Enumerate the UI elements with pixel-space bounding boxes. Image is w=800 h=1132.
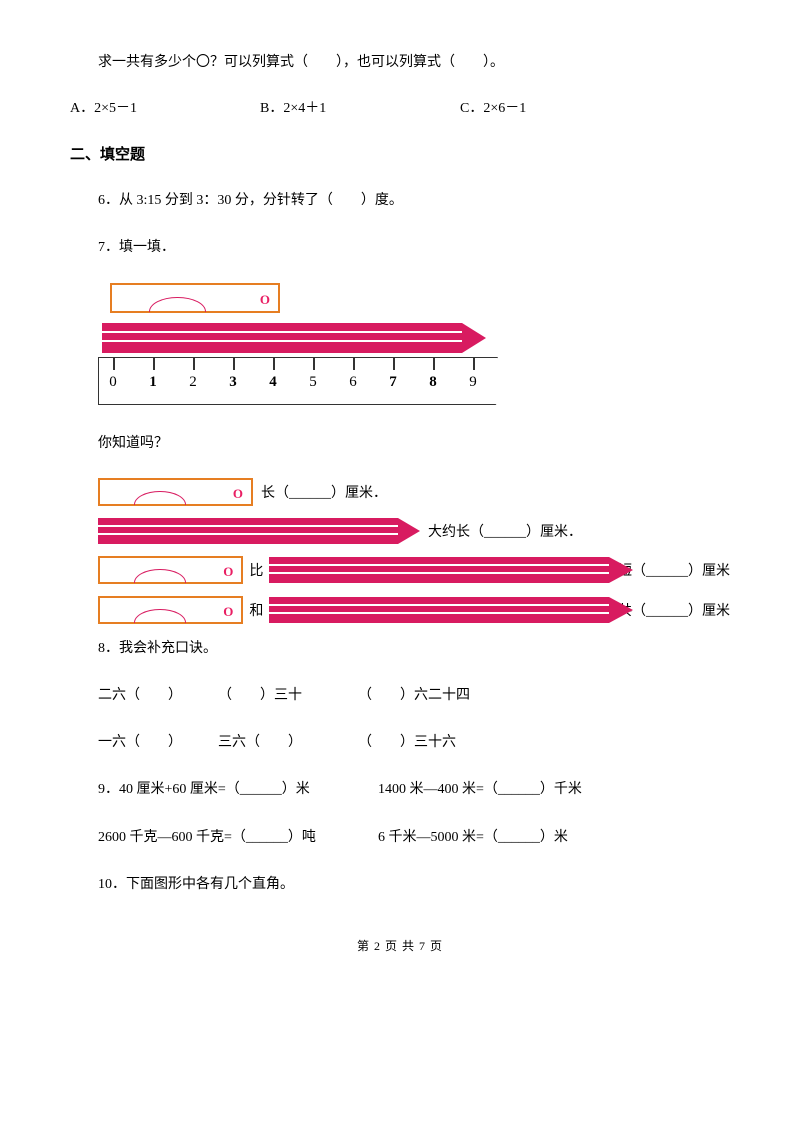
- eraser-bump: [134, 491, 186, 505]
- ruler-label: 6: [349, 374, 357, 391]
- ruler-label: 5: [309, 374, 317, 391]
- page-footer: 第 2 页 共 7 页: [70, 937, 730, 954]
- q7-item-row: O 长（______）厘米．: [98, 478, 730, 506]
- pencil-body: [102, 323, 462, 353]
- q9a: 9．40 厘米+60 厘米=（______）米: [98, 777, 378, 802]
- eraser-shape: O: [110, 283, 280, 313]
- pencil-stripe: [98, 533, 398, 535]
- eraser-bump: [134, 569, 186, 583]
- q7-item-row: 大约长（______）厘米．: [98, 518, 730, 544]
- q9-line2: 2600 千克—600 千克=（______）吨 6 千米—5000 米=（__…: [70, 825, 730, 850]
- q8-2a: 一六（ ）: [98, 730, 218, 755]
- option-c: C．2×6－1: [460, 97, 526, 117]
- pencil-stripe: [102, 331, 462, 333]
- ruler-label: 3: [229, 374, 237, 391]
- q9d: 6 千米—5000 米=（______）米: [378, 825, 568, 850]
- eraser-shape: O: [98, 478, 253, 506]
- ruler-label: 9: [469, 374, 477, 391]
- pencil-shape: [98, 518, 420, 544]
- pencil-shape: [269, 597, 610, 623]
- q8-line2: 一六（ ） 三六（ ） （ ）三十六: [70, 730, 730, 755]
- ruler-tick: [433, 358, 435, 370]
- q8-1a: 二六（ ）: [98, 683, 218, 708]
- ruler-tick: [193, 358, 195, 370]
- eraser-shape: O: [98, 556, 243, 584]
- pencil-stripe: [269, 604, 609, 606]
- q8-1c: （ ）六二十四: [358, 683, 470, 708]
- ruler-tick: [473, 358, 475, 370]
- q8-2b: 三六（ ）: [218, 730, 358, 755]
- ruler-label: 2: [189, 374, 197, 391]
- pencil-stripe: [269, 612, 609, 614]
- q7-know: 你知道吗？: [70, 431, 730, 456]
- ruler-tick: [113, 358, 115, 370]
- question-10: 10．下面图形中各有几个直角。: [70, 872, 730, 897]
- q8-2c: （ ）三十六: [358, 730, 456, 755]
- pencil-shape: [102, 323, 486, 353]
- pencil-stripe: [269, 564, 609, 566]
- section-2-title: 二、填空题: [70, 143, 730, 164]
- ruler-tick: [233, 358, 235, 370]
- pencil-body: [98, 518, 398, 544]
- ruler-label: 7: [389, 374, 397, 391]
- pencil-stripe: [102, 340, 462, 342]
- ruler-tick: [353, 358, 355, 370]
- eraser-o-icon: O: [223, 604, 233, 620]
- question-8: 8．我会补充口诀。: [70, 636, 730, 661]
- q8-line1: 二六（ ） （ ）三十 （ ）六二十四: [70, 683, 730, 708]
- ruler-notch: [477, 356, 499, 408]
- option-b: B．2×4＋1: [260, 97, 460, 117]
- q7-mid-text: 和: [249, 600, 263, 620]
- q7-item-row: O比 短（______）厘米: [98, 556, 730, 584]
- pencil-stripe: [98, 525, 398, 527]
- q7-after-text: 短（______）厘米: [618, 560, 730, 580]
- ruler-label: 4: [269, 374, 277, 391]
- question-7: 7．填一填．: [70, 235, 730, 260]
- q9-line1: 9．40 厘米+60 厘米=（______）米 1400 米—400 米=（__…: [70, 777, 730, 802]
- ruler-label: 8: [429, 374, 437, 391]
- question-6: 6．从 3:15 分到 3：30 分，分针转了（ ）度。: [70, 188, 730, 213]
- q7-after-text: 大约长（______）厘米．: [428, 521, 582, 541]
- q7-after-text: 长（______）厘米．: [261, 482, 387, 502]
- q7-after-text: 共（______）厘米: [618, 600, 730, 620]
- q7-item-row: O和 共（______）厘米: [98, 596, 730, 624]
- q9b: 1400 米—400 米=（______）千米: [378, 777, 582, 802]
- eraser-o-icon: O: [260, 292, 270, 308]
- pencil-body: [269, 557, 609, 583]
- q7-mid-text: 比: [249, 560, 263, 580]
- ruler-tick: [153, 358, 155, 370]
- pencil-shape: [269, 557, 610, 583]
- ruler-tick: [393, 358, 395, 370]
- ruler-tick: [273, 358, 275, 370]
- ruler-tick: [313, 358, 315, 370]
- pencil-tip: [609, 557, 633, 583]
- eraser-shape: O: [98, 596, 243, 624]
- ruler-label: 0: [109, 374, 117, 391]
- ruler-label: 1: [149, 374, 157, 391]
- question-intro: 求一共有多少个〇？可以列算式（ ），也可以列算式（ ）。: [70, 50, 730, 75]
- q9c: 2600 千克—600 千克=（______）吨: [98, 825, 378, 850]
- eraser-o-icon: O: [223, 564, 233, 580]
- q8-1b: （ ）三十: [218, 683, 358, 708]
- pencil-tip: [462, 323, 486, 353]
- pencil-tip: [609, 597, 633, 623]
- figure-ruler-diagram: O 0 1 2 3 4 5 6 7 8 9: [98, 283, 508, 405]
- pencil-stripe: [269, 572, 609, 574]
- pencil-body: [269, 597, 609, 623]
- eraser-bump: [134, 609, 186, 623]
- ruler: 0 1 2 3 4 5 6 7 8 9: [98, 357, 498, 405]
- option-a: A．2×5－1: [70, 97, 260, 117]
- eraser-o-icon: O: [233, 486, 243, 502]
- options-row: A．2×5－1 B．2×4＋1 C．2×6－1: [70, 97, 730, 117]
- eraser-bump: [149, 297, 205, 312]
- q7-items-block: O长（______）厘米．大约长（______）厘米．O比短（______）厘米…: [70, 478, 730, 624]
- pencil-tip: [398, 518, 420, 544]
